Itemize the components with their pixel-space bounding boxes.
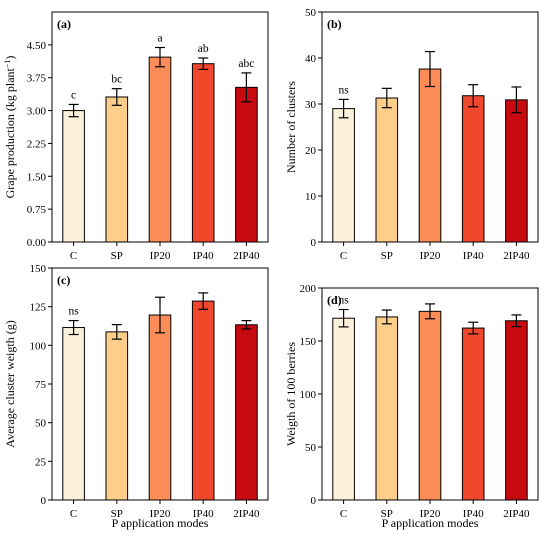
y-tick-label: 50 — [305, 442, 317, 454]
panel-b: 0 10 20 30 40 50 Cns SP IP20 IP40 2IP40 (b) Number o… — [284, 7, 539, 262]
y-axis-title: Grape production (kg plant−1) — [3, 56, 18, 199]
significance-label: bc — [111, 74, 122, 86]
y-tick-label: 3.75 — [27, 73, 47, 85]
y-tick-label: 0 — [311, 495, 317, 507]
y-tick-label: 150 — [300, 336, 317, 348]
y-axis-title-close: ) — [3, 56, 17, 60]
bar — [418, 68, 442, 243]
bar — [62, 327, 85, 501]
bar — [62, 110, 85, 243]
panel-tag: (d) — [327, 293, 342, 307]
panel-tag: (a) — [57, 17, 71, 31]
y-tick-label: 10 — [305, 191, 317, 203]
panel-a: 0.00 0.75 1.50 2.25 3.00 3.75 4.50 Cc SP bc IP20 a I… — [3, 11, 269, 262]
x-tick-label: SP — [111, 508, 123, 520]
y-tick-label: 4.50 — [27, 40, 47, 52]
panel-c: 0 25 50 75 100 125 150 Cns SP IP20 IP40 2IP40 (c) Ave… — [3, 263, 269, 530]
x-tick-label: SP — [381, 508, 393, 520]
x-tick-label: IP20 — [420, 250, 441, 262]
x-tick-label: C — [70, 250, 77, 262]
significance-label: ns — [338, 295, 349, 307]
significance-label: abc — [238, 58, 254, 70]
y-tick-label: 3.00 — [27, 106, 47, 118]
y-tick-label: 75 — [35, 379, 47, 391]
bar — [105, 331, 129, 501]
significance-label: c — [71, 89, 76, 101]
x-tick-label: IP40 — [463, 508, 484, 520]
y-tick-label: 0 — [41, 495, 47, 507]
significance-label: ab — [198, 43, 209, 55]
bar — [105, 96, 129, 243]
y-tick-label: 100 — [30, 340, 47, 352]
bar — [375, 97, 399, 243]
bar — [191, 63, 215, 243]
bar — [191, 300, 215, 501]
x-tick-label: IP40 — [193, 508, 214, 520]
bar — [148, 314, 172, 501]
x-tick-label: C — [340, 508, 347, 520]
panel-tag: (c) — [57, 273, 70, 287]
bar — [461, 95, 485, 243]
y-tick-label: 50 — [305, 7, 317, 19]
y-tick-label: 30 — [305, 99, 317, 111]
y-tick-label: 125 — [30, 302, 47, 314]
bar — [461, 327, 485, 501]
y-tick-label: 20 — [305, 145, 317, 157]
y-tick-label: 0.00 — [27, 237, 47, 249]
significance-label: a — [157, 32, 162, 44]
significance-label: ns — [68, 306, 79, 318]
x-tick-label: 2IP40 — [233, 250, 260, 262]
bar — [505, 320, 528, 501]
x-tick-label: 2IP40 — [233, 508, 260, 520]
x-axis-title: P application modes — [112, 516, 209, 530]
panel-tag: (b) — [327, 17, 342, 31]
y-tick-label: 100 — [300, 389, 317, 401]
x-tick-label: SP — [381, 250, 393, 262]
significance-label: ns — [338, 84, 349, 96]
bar — [418, 310, 442, 501]
bar — [505, 99, 528, 243]
panel-d: 0 50 100 150 200 Cns SP IP20 IP40 2IP40 (d) Weigth … — [284, 283, 539, 530]
x-tick-label: IP20 — [150, 250, 171, 262]
x-tick-label: IP40 — [463, 250, 484, 262]
y-tick-label: 150 — [30, 263, 47, 275]
x-tick-label: IP20 — [150, 508, 171, 520]
y-tick-label: 50 — [35, 418, 47, 430]
y-tick-label: 200 — [300, 283, 317, 295]
x-tick-label: C — [340, 250, 347, 262]
x-tick-label: C — [70, 508, 77, 520]
bar — [148, 56, 172, 243]
bar — [235, 86, 258, 243]
x-tick-label: IP40 — [193, 250, 214, 262]
x-tick-label: IP20 — [420, 508, 441, 520]
bar — [332, 108, 355, 243]
y-tick-label: 0 — [311, 237, 317, 249]
y-tick-label: 25 — [35, 456, 47, 468]
y-tick-label: 40 — [305, 53, 317, 65]
y-axis-title: Weigth of 100 berries — [284, 342, 298, 446]
x-tick-label: SP — [111, 250, 123, 262]
bar — [375, 316, 399, 501]
y-tick-label: 0.75 — [27, 204, 47, 216]
y-axis-title: Number of clusters — [284, 81, 298, 173]
y-axis-title-superscript: −1 — [3, 60, 12, 69]
bar — [235, 324, 258, 501]
x-tick-label: 2IP40 — [503, 508, 530, 520]
y-tick-label: 1.50 — [27, 171, 47, 183]
y-tick-label: 2.25 — [27, 138, 47, 150]
x-tick-label: 2IP40 — [503, 250, 530, 262]
y-axis-title: Average cluster weigth (g) — [3, 320, 17, 447]
bar — [332, 317, 355, 501]
x-axis-title: P application modes — [382, 516, 479, 530]
